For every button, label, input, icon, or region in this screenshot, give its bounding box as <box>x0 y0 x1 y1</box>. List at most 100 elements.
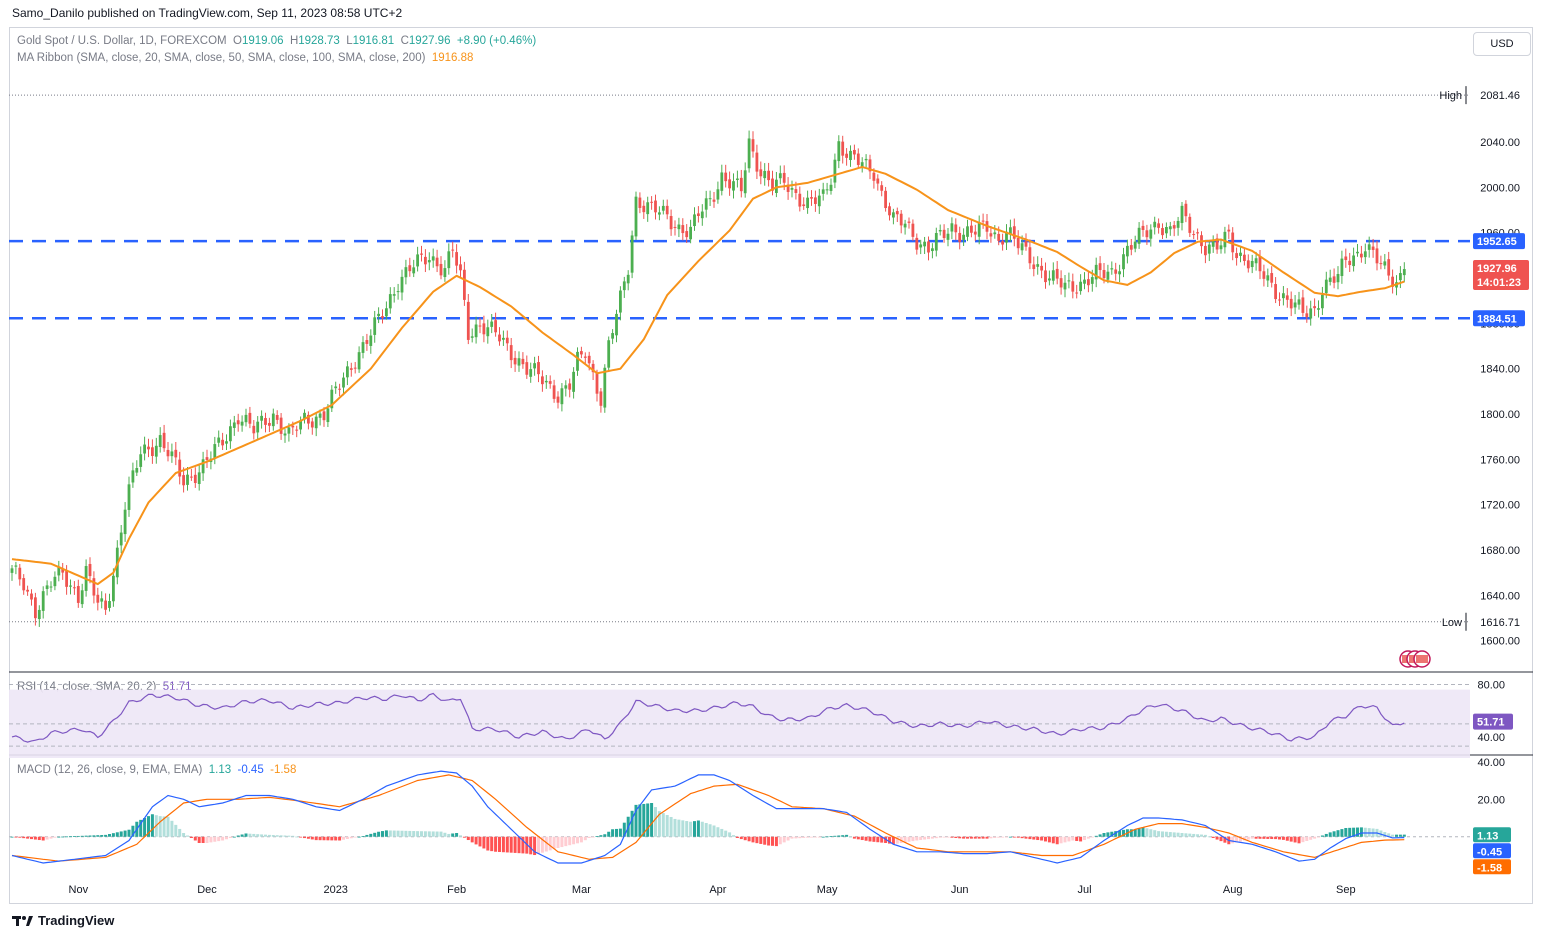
candle[interactable] <box>186 466 189 491</box>
level-badge-0[interactable]: 1952.65 <box>1473 233 1525 250</box>
candle[interactable] <box>849 145 852 167</box>
candle[interactable] <box>1149 224 1153 247</box>
candle[interactable] <box>708 190 712 207</box>
candle[interactable] <box>349 362 353 377</box>
candle[interactable] <box>353 362 357 374</box>
candle[interactable] <box>498 327 501 346</box>
macd-label[interactable]: MACD (12, 26, close, 9, EMA, EMA) <box>17 764 203 776</box>
candle[interactable] <box>268 417 271 433</box>
candle[interactable] <box>775 171 778 198</box>
candle[interactable] <box>478 317 482 334</box>
candle[interactable] <box>88 557 92 584</box>
tradingview-footer[interactable]: TradingView <box>12 913 114 928</box>
candle[interactable] <box>178 451 182 485</box>
candle[interactable] <box>833 153 837 189</box>
candle[interactable] <box>283 429 287 443</box>
candle[interactable] <box>732 173 735 199</box>
candle[interactable] <box>154 437 158 464</box>
candle[interactable] <box>607 336 611 372</box>
candle[interactable] <box>962 228 965 246</box>
candle[interactable] <box>1262 264 1266 287</box>
candle[interactable] <box>57 560 61 582</box>
candle[interactable] <box>1024 233 1028 251</box>
candle[interactable] <box>1215 233 1219 254</box>
candle[interactable] <box>1371 238 1375 258</box>
candle[interactable] <box>751 131 755 158</box>
candle[interactable] <box>443 260 447 282</box>
candle[interactable] <box>435 249 439 273</box>
candle[interactable] <box>841 135 845 164</box>
candle[interactable] <box>307 411 310 430</box>
candle[interactable] <box>895 207 899 223</box>
candle[interactable] <box>1188 213 1192 238</box>
candle[interactable] <box>26 585 29 596</box>
candle[interactable] <box>342 372 345 396</box>
candle[interactable] <box>1129 238 1133 256</box>
candle[interactable] <box>919 239 923 255</box>
candle[interactable] <box>923 236 926 255</box>
candle[interactable] <box>1114 262 1118 281</box>
candle[interactable] <box>490 314 494 334</box>
candle[interactable] <box>1075 284 1079 299</box>
candle[interactable] <box>1122 247 1125 278</box>
candle[interactable] <box>825 182 829 195</box>
candle[interactable] <box>1340 250 1344 284</box>
candle[interactable] <box>92 571 96 604</box>
candle[interactable] <box>1184 200 1188 223</box>
candle[interactable] <box>108 593 111 612</box>
candle[interactable] <box>786 177 790 200</box>
candle[interactable] <box>1044 262 1047 289</box>
candle[interactable] <box>580 346 583 359</box>
candle[interactable] <box>1282 286 1285 306</box>
candle[interactable] <box>1071 273 1075 299</box>
candle[interactable] <box>330 385 334 413</box>
candle[interactable] <box>30 589 33 606</box>
candle[interactable] <box>1094 257 1098 288</box>
candle[interactable] <box>1051 262 1055 285</box>
candle[interactable] <box>1235 247 1238 266</box>
candle[interactable] <box>673 220 677 236</box>
candle[interactable] <box>864 154 868 168</box>
candle[interactable] <box>806 190 809 214</box>
candle[interactable] <box>1016 230 1020 255</box>
candle[interactable] <box>888 202 891 221</box>
candle[interactable] <box>568 378 572 398</box>
candle[interactable] <box>958 226 962 250</box>
candle[interactable] <box>1270 266 1274 288</box>
candle[interactable] <box>989 226 993 243</box>
candle[interactable] <box>716 181 720 204</box>
candle[interactable] <box>474 316 478 344</box>
candle[interactable] <box>338 383 341 397</box>
candle[interactable] <box>412 259 416 278</box>
candle[interactable] <box>271 408 275 431</box>
candle[interactable] <box>61 562 65 580</box>
candle[interactable] <box>880 181 884 197</box>
candle[interactable] <box>720 164 724 196</box>
candle[interactable] <box>69 579 72 595</box>
candle[interactable] <box>1402 262 1406 283</box>
candle[interactable] <box>166 442 170 462</box>
candle[interactable] <box>903 219 907 235</box>
candle[interactable] <box>213 436 217 465</box>
candle[interactable] <box>1219 240 1223 254</box>
candle[interactable] <box>400 269 404 301</box>
candle[interactable] <box>541 370 544 392</box>
candle[interactable] <box>236 413 240 432</box>
candle[interactable] <box>112 568 115 607</box>
candle[interactable] <box>934 227 938 257</box>
candle[interactable] <box>80 583 84 608</box>
candle[interactable] <box>41 586 45 619</box>
candle[interactable] <box>190 468 193 481</box>
candle[interactable] <box>630 230 634 279</box>
candle[interactable] <box>1336 266 1340 290</box>
candle[interactable] <box>396 283 400 300</box>
macd-line-badge[interactable]: -0.45 <box>1473 843 1511 859</box>
candle[interactable] <box>817 188 821 214</box>
candle[interactable] <box>973 224 977 241</box>
candle[interactable] <box>377 307 380 324</box>
candle[interactable] <box>533 356 536 376</box>
candle[interactable] <box>911 219 915 241</box>
candle[interactable] <box>736 170 739 188</box>
candle[interactable] <box>977 215 981 245</box>
candle[interactable] <box>1289 291 1293 317</box>
